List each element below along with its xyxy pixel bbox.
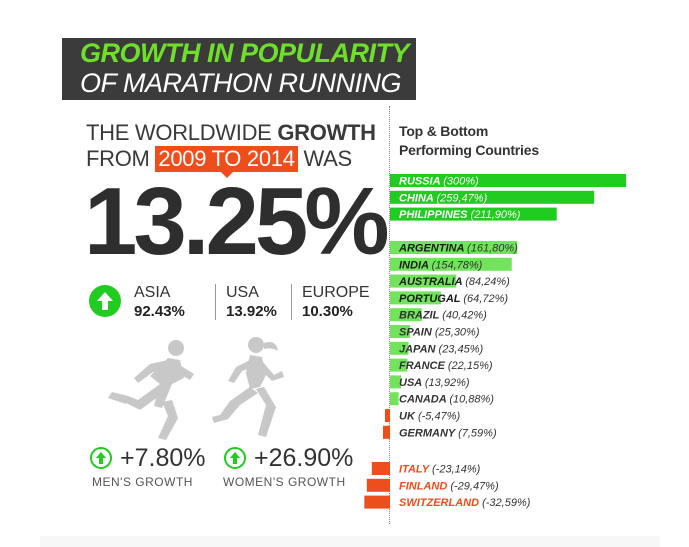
bar-uk <box>385 409 390 422</box>
title-banner <box>62 38 416 100</box>
bar-portugal <box>390 291 441 305</box>
bar-china <box>390 190 595 204</box>
bar-russia <box>390 174 626 187</box>
worldwide-growth-value: 13.25% <box>84 168 390 275</box>
arrow-up-icon <box>89 285 121 317</box>
headline-bold: GROWTH <box>277 120 376 145</box>
bar-label-finland: FINLAND (-29,47%) <box>399 480 499 492</box>
bar-label-canada: CANADA (10,88%) <box>399 394 494 406</box>
women-growth-value: +26.90% <box>254 444 354 472</box>
bar-label-france: FRANCE (22,15%) <box>399 360 493 372</box>
bottom-strip <box>40 536 660 547</box>
bar-label-portugal: PORTUGAL (64,72%) <box>399 293 508 305</box>
men-growth-label: MEN'S GROWTH <box>92 475 193 489</box>
region-value: 13.92% <box>226 303 277 320</box>
female-runner-icon <box>212 337 284 437</box>
headline-prefix: THE WORLDWIDE <box>86 120 278 145</box>
bar-label-philippines: PHILIPPINES (211,90%) <box>399 209 521 221</box>
bar-label-germany: GERMANY (7,59%) <box>399 427 497 439</box>
bar-canada <box>390 392 399 406</box>
bar-philippines <box>390 207 557 221</box>
bar-label-usa: USA (13,92%) <box>399 377 470 389</box>
headline-from: FROM <box>86 146 156 171</box>
bar-label-brazil: BRAZIL (40,42%) <box>399 310 487 322</box>
bar-label-india: INDIA (154,78%) <box>399 259 483 271</box>
region-value: 92.43% <box>134 303 185 320</box>
headline-line-1: THE WORLDWIDE GROWTH <box>86 120 376 146</box>
bar-japan <box>390 341 409 355</box>
region-name: USA <box>226 284 259 301</box>
chart-divider <box>389 106 390 524</box>
bar-germany <box>383 425 390 439</box>
bar-label-russia: RUSSIA (300%) <box>399 176 479 188</box>
region-value: 10.30% <box>302 303 353 320</box>
bar-label-australia: AUSTRALIA (84,24%) <box>398 276 510 288</box>
bar-india <box>390 257 512 271</box>
bar-label-uk: UK (-5,47%) <box>399 411 460 423</box>
women-growth-label: WOMEN'S GROWTH <box>223 475 346 489</box>
arrow-up-icon <box>90 447 112 469</box>
bar-australia <box>390 274 457 288</box>
arrow-up-icon <box>224 447 246 469</box>
region-europe: EUROPE 10.30% <box>302 284 370 322</box>
bar-label-switzerland: SWITZERLAND (-32,59%) <box>399 497 531 509</box>
bar-usa <box>390 375 401 389</box>
title-line-1: GROWTH IN POPULARITY <box>80 38 410 68</box>
region-name: EUROPE <box>302 284 370 301</box>
bar-label-spain: SPAIN (25,30%) <box>399 327 480 339</box>
bar-label-china: CHINA (259,47%) <box>399 192 488 204</box>
bar-brazil <box>390 308 422 322</box>
bar-spain <box>390 325 410 338</box>
headline-line-2: FROM 2009 TO 2014 WAS <box>86 146 352 178</box>
bar-finland <box>366 478 390 492</box>
year-range-tag: 2009 TO 2014 <box>155 146 298 178</box>
male-runner-icon <box>108 340 194 440</box>
bar-switzerland <box>364 495 390 509</box>
title-line-2: OF MARATHON RUNNING <box>80 68 402 98</box>
bar-label-argentina: ARGENTINA (161,80%) <box>398 243 518 255</box>
bar-italy <box>371 462 390 475</box>
region-divider <box>291 284 292 320</box>
region-asia: ASIA 92.43% <box>134 284 185 322</box>
region-divider <box>215 284 216 320</box>
chart-title: Top & Bottom Performing Countries <box>399 123 539 158</box>
bar-label-japan: JAPAN (23,45%) <box>399 343 484 355</box>
headline-was: WAS <box>297 146 352 171</box>
bar-argentina <box>390 241 518 254</box>
region-usa: USA 13.92% <box>226 284 277 322</box>
bar-france <box>390 358 408 372</box>
men-growth-value: +7.80% <box>120 444 206 472</box>
bar-label-italy: ITALY (-23,14%) <box>399 464 481 476</box>
region-name: ASIA <box>134 284 171 301</box>
